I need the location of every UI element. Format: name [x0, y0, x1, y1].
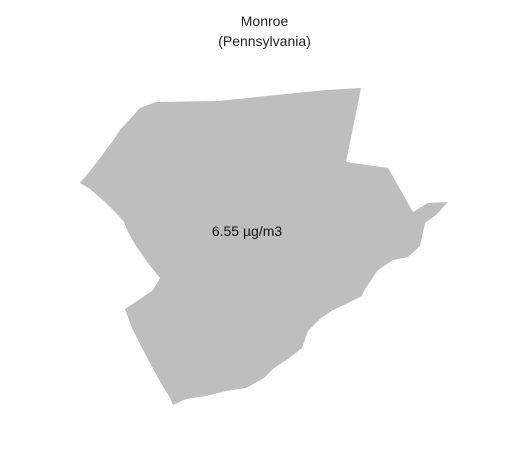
region-value-label: 6.55 µg/m3: [212, 223, 283, 239]
county-region-monroe: [80, 88, 448, 405]
map-title-state: (Pennsylvania): [218, 33, 311, 49]
map-title-county: Monroe: [240, 13, 289, 29]
